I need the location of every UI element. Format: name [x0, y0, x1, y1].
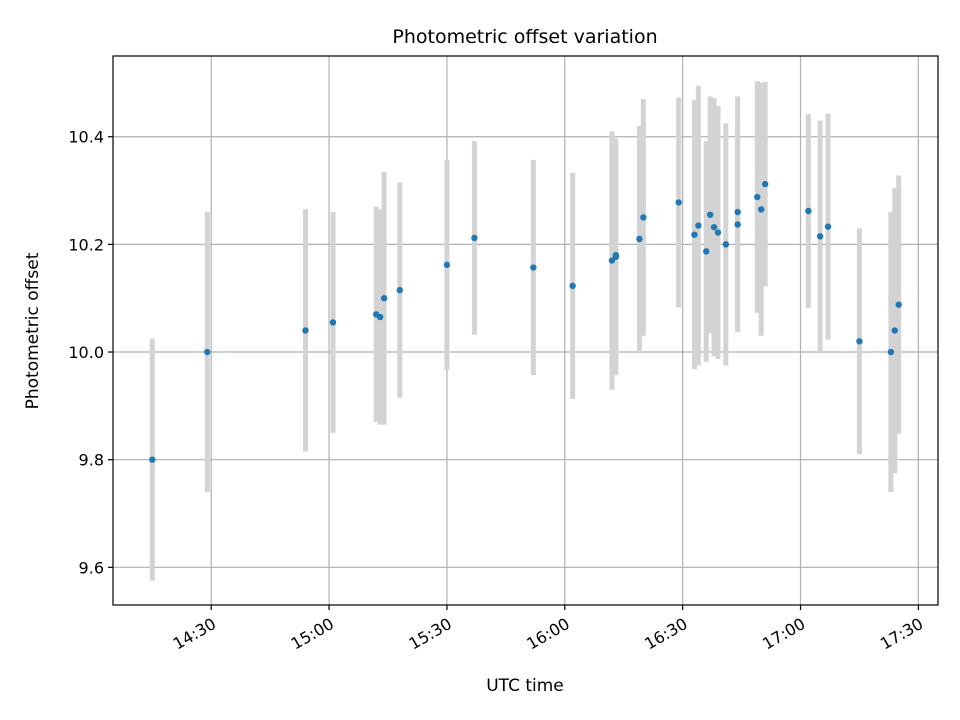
y-tick-label: 9.6: [79, 558, 104, 577]
data-point: [758, 206, 765, 213]
chart-title: Photometric offset variation: [392, 26, 657, 48]
data-point: [380, 295, 388, 302]
data-point: [640, 214, 647, 221]
y-tick-label: 10.4: [68, 128, 104, 147]
data-points: [149, 180, 902, 463]
data-point: [376, 313, 384, 321]
y-tick-label: 10.2: [68, 235, 104, 254]
data-point: [149, 456, 156, 463]
data-point: [816, 233, 824, 240]
data-point: [754, 193, 761, 201]
data-point: [302, 327, 309, 334]
data-point: [734, 208, 741, 216]
data-point: [887, 348, 895, 356]
data-point: [569, 282, 576, 290]
data-point: [805, 207, 812, 215]
data-point: [691, 231, 698, 238]
data-point: [204, 348, 211, 356]
data-point: [891, 327, 898, 334]
data-point: [329, 319, 337, 326]
data-point: [824, 223, 832, 230]
grid-lines: [113, 56, 938, 605]
data-point: [761, 180, 769, 188]
data-point: [856, 338, 863, 345]
y-axis-label: Photometric offset: [23, 252, 43, 409]
data-point: [443, 261, 451, 269]
data-point: [530, 264, 537, 271]
y-tick-label: 9.8: [79, 451, 104, 470]
y-tick-label: 10.0: [68, 343, 104, 362]
x-axis-label: UTC time: [486, 676, 564, 696]
data-point: [706, 211, 714, 218]
data-point: [612, 251, 620, 259]
data-point: [703, 248, 710, 255]
data-point: [710, 223, 718, 231]
data-point: [695, 222, 702, 229]
data-point: [734, 221, 741, 228]
data-point: [722, 241, 730, 248]
y-axis-ticks: 9.6 9.8 10.0 10.2 10.4: [68, 128, 113, 577]
data-point: [471, 234, 478, 242]
data-point: [675, 199, 682, 206]
data-point: [895, 301, 902, 308]
plot-frame: [112, 55, 939, 606]
data-point: [714, 229, 722, 236]
data-point: [636, 235, 643, 243]
data-point: [396, 286, 403, 294]
